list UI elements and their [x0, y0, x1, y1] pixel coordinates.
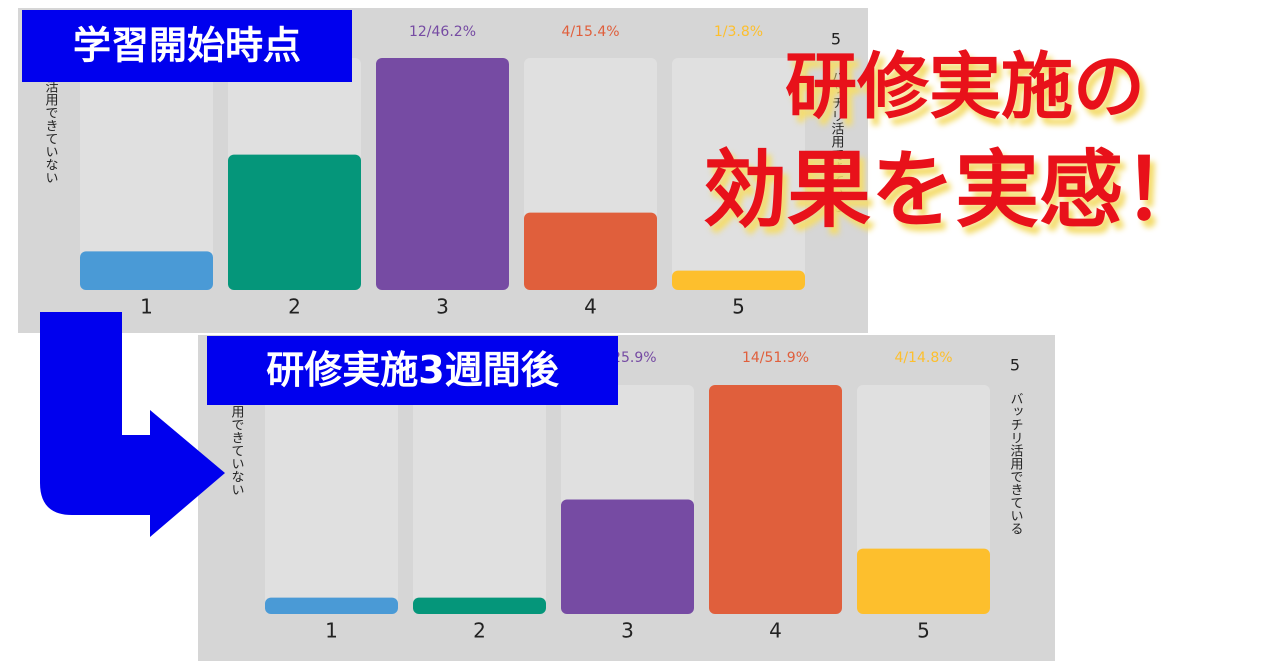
bar	[413, 597, 546, 614]
x-tick-label: 1	[140, 295, 153, 319]
x-tick-label: 2	[473, 619, 486, 643]
value-label: 14/51.9%	[742, 350, 809, 366]
bar	[376, 58, 509, 290]
x-tick-label: 5	[732, 295, 745, 319]
overlay-line: 効果を実感！	[703, 141, 1207, 239]
axis-label: 活用できていない	[229, 392, 245, 496]
bar-track	[265, 385, 398, 614]
chart-title: 学習開始時点	[73, 24, 301, 68]
charts: 1 2 3 12/46.2% 4 4/15.4% 5 1/3.8% 活用できていない 5 バッチリ活…	[43, 24, 1024, 643]
bar-track	[672, 58, 805, 290]
title-box	[22, 10, 352, 82]
bar	[561, 499, 694, 614]
axis-label: バッチリ活用できている	[829, 70, 845, 213]
value-label: 1/3.8%	[714, 24, 763, 40]
bar	[524, 212, 657, 290]
axis-number: 5	[831, 30, 841, 49]
title-box	[207, 336, 618, 405]
value-label: 4/15.4%	[561, 24, 619, 40]
axis-label: 活用できていない	[43, 80, 59, 184]
bar	[709, 385, 842, 614]
x-tick-label: 3	[621, 619, 634, 643]
bar	[80, 251, 213, 290]
x-tick-label: 3	[436, 295, 449, 319]
bar	[857, 548, 990, 614]
x-tick-label: 5	[917, 619, 930, 643]
x-tick-label: 4	[769, 619, 782, 643]
chart-title: 研修実施3週間後	[266, 348, 559, 392]
value-label: 12/46.2%	[409, 24, 476, 40]
value-label: 4/14.8%	[894, 350, 952, 366]
bar-track	[413, 385, 546, 614]
arrow	[40, 312, 225, 537]
bar-track	[80, 58, 213, 290]
axis-number: 5	[1010, 356, 1020, 375]
overlay-line: 研修実施の	[785, 45, 1145, 129]
x-tick-label: 4	[584, 295, 597, 319]
x-tick-label: 1	[325, 619, 338, 643]
x-tick-label: 2	[288, 295, 301, 319]
bar	[265, 597, 398, 614]
axis-label: バッチリ活用できている	[1008, 392, 1024, 535]
bar	[228, 154, 361, 290]
bar	[672, 270, 805, 290]
